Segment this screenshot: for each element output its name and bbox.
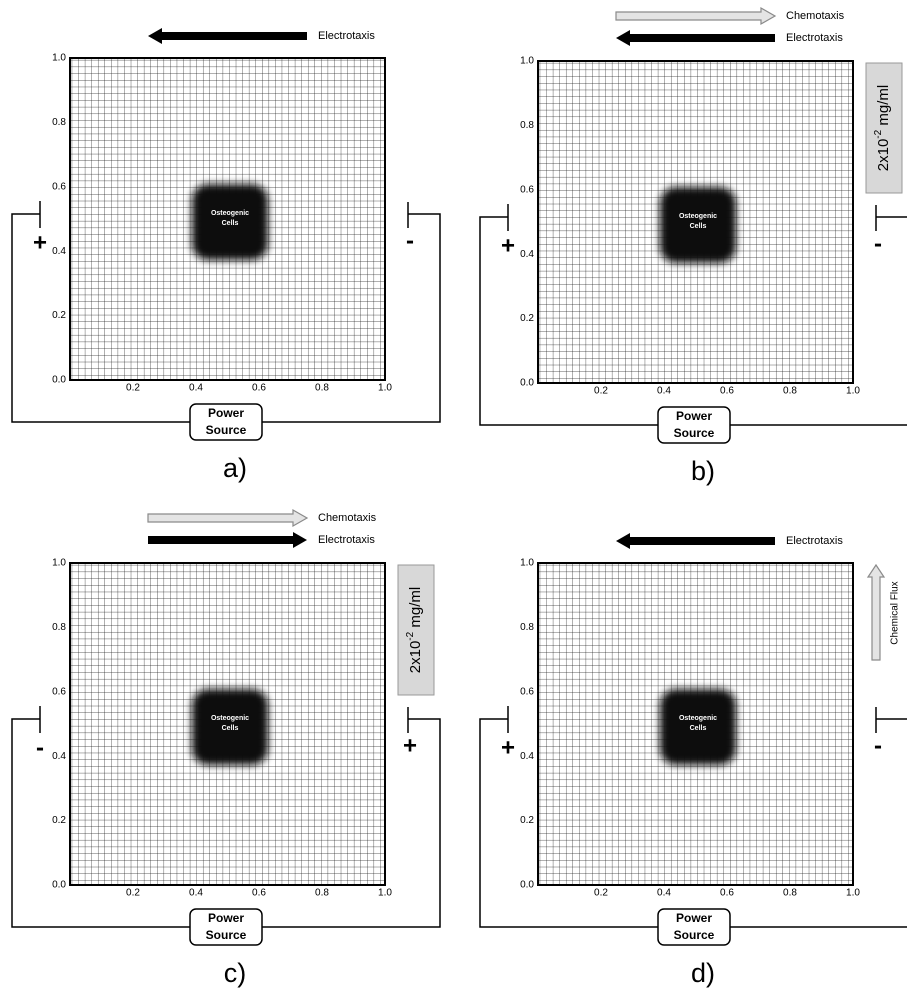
- panel: Chemotaxis Electrotaxis 0.0 0.2 0.4 0.6 0.8 1.0…: [480, 8, 907, 486]
- y-tick-label: 0.4: [520, 751, 534, 762]
- y-tick-label: 0.0: [52, 375, 66, 386]
- concentration-base: 2x10: [407, 641, 424, 674]
- power-label: Source: [206, 928, 247, 942]
- x-tick-label: 0.6: [252, 888, 266, 899]
- y-tick-label: 0.2: [520, 815, 534, 826]
- cells-label: Osteogenic: [211, 715, 249, 722]
- concentration-base: 2x10: [875, 139, 892, 172]
- electrode-sign: -: [406, 227, 414, 254]
- panel: Electrotaxis 0.0 0.2 0.4 0.6 0.8 1.0 0.2 0.4 0.6 0…: [480, 533, 907, 988]
- y-tick-label: 1.0: [520, 56, 534, 67]
- power-label: Power: [208, 406, 244, 420]
- cells-label: Osteogenic: [211, 210, 249, 217]
- panel-label: c): [224, 958, 247, 988]
- y-tick-label: 0.6: [520, 184, 534, 195]
- arrow: [616, 8, 775, 24]
- cells-label: Osteogenic: [679, 715, 717, 722]
- y-tick-label: 1.0: [52, 53, 66, 64]
- arrow: [148, 532, 307, 548]
- y-tick-label: 0.6: [52, 686, 66, 697]
- flux-arrow: [868, 565, 884, 660]
- x-tick-label: 0.2: [126, 383, 140, 394]
- x-tick-label: 0.8: [783, 888, 797, 899]
- concentration-unit: mg/ml: [407, 587, 424, 632]
- power-label: Source: [674, 426, 715, 440]
- power-label: Source: [206, 423, 247, 437]
- cells-label: Osteogenic: [679, 213, 717, 220]
- y-tick-label: 0.6: [520, 686, 534, 697]
- concentration-unit: mg/ml: [875, 85, 892, 130]
- y-tick-label: 0.4: [520, 249, 534, 260]
- arrow-label: Electrotaxis: [786, 535, 843, 547]
- arrow-label: Electrotaxis: [318, 30, 375, 42]
- electrode-sign: +: [501, 232, 515, 259]
- panel-label: b): [691, 456, 715, 486]
- y-tick-label: 0.2: [520, 313, 534, 324]
- x-tick-label: 0.6: [720, 888, 734, 899]
- panel-label: d): [691, 958, 715, 988]
- power-label: Power: [676, 409, 712, 423]
- x-tick-label: 1.0: [378, 888, 392, 899]
- x-tick-label: 0.8: [315, 383, 329, 394]
- y-tick-label: 1.0: [520, 558, 534, 569]
- cells-label: Cells: [690, 223, 707, 230]
- y-tick-label: 0.0: [520, 880, 534, 891]
- electrode-sign: -: [874, 732, 882, 759]
- y-tick-label: 0.8: [52, 622, 66, 633]
- power-label: Power: [676, 911, 712, 925]
- arrow: [148, 510, 307, 526]
- electrode-sign: -: [874, 230, 882, 257]
- x-tick-label: 0.4: [657, 888, 671, 899]
- concentration-label: 2x10-2 mg/ml: [873, 85, 892, 171]
- x-tick-label: 0.2: [594, 888, 608, 899]
- x-tick-label: 0.6: [252, 383, 266, 394]
- x-tick-label: 1.0: [846, 888, 860, 899]
- x-tick-label: 0.4: [189, 888, 203, 899]
- y-tick-label: 0.0: [520, 378, 534, 389]
- arrow-label: Electrotaxis: [786, 32, 843, 44]
- concentration-label: 2x10-2 mg/ml: [405, 587, 424, 673]
- power-label: Source: [674, 928, 715, 942]
- y-tick-label: 0.4: [52, 751, 66, 762]
- y-tick-label: 0.6: [52, 181, 66, 192]
- figure: Electrotaxis 0.0 0.2 0.4 0.6 0.8 1.0 0.2 0.4 0.6 0…: [0, 0, 907, 996]
- y-tick-label: 0.8: [52, 117, 66, 128]
- flux-label: Chemical Flux: [890, 581, 901, 644]
- arrow-label: Electrotaxis: [318, 534, 375, 546]
- cells-label: Cells: [222, 220, 239, 227]
- x-tick-label: 0.4: [189, 383, 203, 394]
- power-label: Power: [208, 911, 244, 925]
- arrow: [616, 30, 775, 46]
- arrow-label: Chemotaxis: [318, 512, 377, 524]
- electrode-sign: +: [501, 734, 515, 761]
- y-tick-label: 0.8: [520, 622, 534, 633]
- page: {"panels": [ {"label": "a)", "arrows": […: [0, 0, 907, 996]
- arrow-label: Chemotaxis: [786, 10, 845, 22]
- x-tick-label: 0.2: [126, 888, 140, 899]
- panel-label: a): [223, 453, 247, 483]
- x-tick-label: 0.4: [657, 386, 671, 397]
- x-tick-label: 0.6: [720, 386, 734, 397]
- electrode-sign: +: [403, 732, 417, 759]
- cells-label: Cells: [690, 725, 707, 732]
- arrow: [616, 533, 775, 549]
- x-tick-label: 1.0: [846, 386, 860, 397]
- y-tick-label: 0.2: [52, 815, 66, 826]
- y-tick-label: 0.0: [52, 880, 66, 891]
- y-tick-label: 0.4: [52, 246, 66, 257]
- arrow: [148, 28, 307, 44]
- x-tick-label: 0.8: [783, 386, 797, 397]
- y-tick-label: 1.0: [52, 558, 66, 569]
- y-tick-label: 0.8: [520, 120, 534, 131]
- x-tick-label: 1.0: [378, 383, 392, 394]
- y-tick-label: 0.2: [52, 310, 66, 321]
- cells-label: Cells: [222, 725, 239, 732]
- electrode-sign: +: [33, 229, 47, 256]
- panel: Chemotaxis Electrotaxis 0.0 0.2 0.4 0.6 0.8 1.0…: [12, 510, 440, 988]
- x-tick-label: 0.8: [315, 888, 329, 899]
- electrode-sign: -: [36, 734, 44, 761]
- x-tick-label: 0.2: [594, 386, 608, 397]
- panel: Electrotaxis 0.0 0.2 0.4 0.6 0.8 1.0 0.2 0.4 0.6 0…: [12, 28, 440, 483]
